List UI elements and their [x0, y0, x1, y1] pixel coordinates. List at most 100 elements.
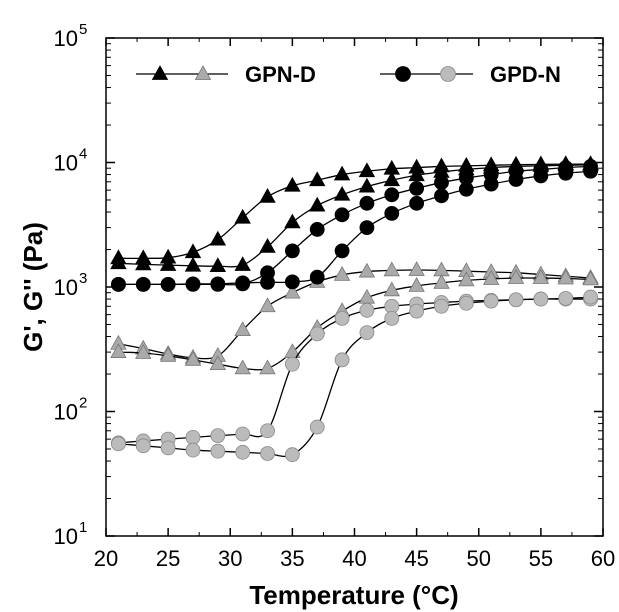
- data-point: [533, 291, 549, 307]
- data-point: [532, 269, 550, 284]
- data-point: [309, 269, 325, 285]
- data-point: [409, 303, 425, 319]
- series-gpd-n-4: [111, 159, 598, 292]
- data-point: [508, 292, 524, 308]
- data-point: [358, 262, 376, 278]
- data-point: [458, 295, 474, 311]
- plot-frame: [105, 37, 604, 537]
- legend-item-gpn-d: GPN-D: [136, 62, 316, 87]
- x-axis-ticks: 20 25 30 35 40 45 50 55 60: [94, 38, 615, 571]
- data-point: [582, 270, 599, 286]
- legend-label: GPN-D: [245, 62, 316, 87]
- data-point: [135, 276, 151, 292]
- y-tick-exponent: 3: [79, 270, 87, 287]
- data-point: [533, 168, 549, 184]
- y-tick-label: 10: [54, 151, 78, 176]
- y-axis-title: G', G'' (Pa): [18, 222, 48, 352]
- x-tick-label: 25: [156, 546, 180, 571]
- series-gpn-d-2: [110, 261, 599, 364]
- data-point: [111, 276, 126, 292]
- data-point: [359, 325, 375, 341]
- data-point: [309, 419, 325, 435]
- data-point: [408, 166, 425, 182]
- data-point: [259, 238, 276, 253]
- x-tick-label: 60: [591, 546, 615, 571]
- data-point: [309, 196, 326, 212]
- data-point: [557, 269, 574, 285]
- data-point: [284, 356, 300, 372]
- data-point: [111, 436, 126, 452]
- data-point: [334, 207, 350, 223]
- data-point: [209, 230, 227, 246]
- data-point: [184, 350, 202, 366]
- data-point: [235, 426, 251, 442]
- data-point: [184, 243, 202, 259]
- data-point: [284, 274, 300, 290]
- data-point: [209, 355, 227, 371]
- data-point: [333, 185, 351, 201]
- legend-marker-black: [151, 65, 169, 80]
- data-point: [185, 442, 201, 458]
- data-point: [483, 176, 499, 192]
- data-point: [358, 177, 376, 193]
- data-point: [434, 175, 449, 190]
- data-point: [334, 352, 350, 368]
- data-point: [110, 343, 127, 358]
- data-point: [408, 277, 425, 292]
- data-point: [383, 171, 400, 187]
- data-point: [110, 254, 127, 270]
- y-tick-exponent: 4: [79, 146, 87, 163]
- data-point: [159, 346, 177, 362]
- data-point: [333, 165, 351, 181]
- data-point: [309, 171, 326, 187]
- data-point: [409, 180, 425, 196]
- data-point: [384, 310, 400, 326]
- y-tick-exponent: 2: [79, 395, 87, 412]
- data-point: [185, 276, 201, 292]
- data-point: [259, 359, 276, 375]
- legend: GPN-D GPD-N: [136, 62, 561, 87]
- data-point: [235, 444, 251, 460]
- data-point: [209, 257, 227, 273]
- data-point: [234, 208, 251, 224]
- data-point: [458, 181, 474, 197]
- data-point: [185, 429, 201, 445]
- data-point: [135, 344, 152, 359]
- series-line: [118, 298, 591, 444]
- data-point: [333, 266, 351, 281]
- data-point: [210, 443, 226, 459]
- y-tick-exponent: 5: [79, 21, 87, 38]
- data-point: [260, 423, 275, 439]
- series-gpn-d-0: [110, 155, 599, 265]
- data-point: [184, 256, 202, 272]
- data-point: [234, 359, 251, 375]
- x-tick-label: 50: [467, 546, 491, 571]
- x-tick-label: 55: [529, 546, 553, 571]
- legend-marker-gray: [194, 65, 212, 80]
- data-point: [458, 271, 475, 287]
- data-point: [558, 165, 574, 181]
- series-layer: [110, 155, 599, 463]
- series-gpn-d-3: [110, 269, 599, 375]
- data-point: [383, 261, 400, 277]
- data-point: [259, 297, 276, 313]
- legend-marker-black: [395, 66, 411, 82]
- data-point: [135, 255, 152, 271]
- series-gpd-n-6: [111, 291, 598, 451]
- data-point: [160, 276, 176, 292]
- legend-label: GPD-N: [490, 62, 561, 87]
- data-point: [234, 256, 251, 271]
- y-tick-exponent: 1: [79, 519, 87, 536]
- data-point: [359, 302, 375, 318]
- data-point: [309, 326, 325, 342]
- data-point: [358, 162, 376, 178]
- data-point: [160, 440, 176, 456]
- data-point: [483, 293, 499, 309]
- data-point: [433, 261, 450, 277]
- data-point: [408, 261, 425, 276]
- data-point: [309, 222, 325, 237]
- data-point: [284, 213, 301, 229]
- y-tick-label: 10: [54, 524, 78, 549]
